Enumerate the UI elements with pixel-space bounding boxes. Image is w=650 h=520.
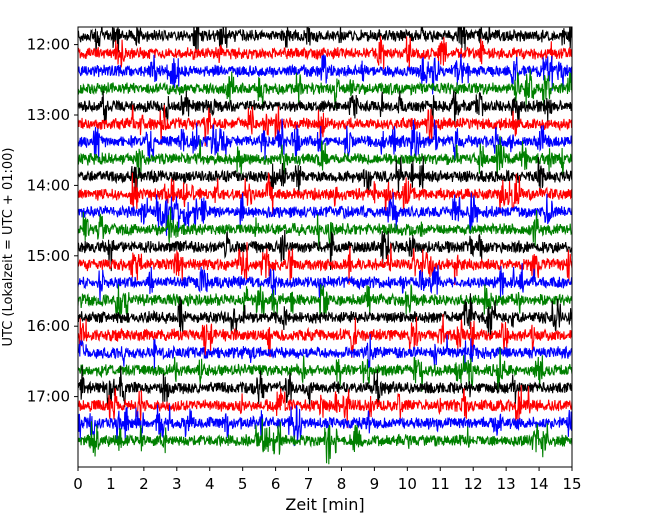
y-axis: 12:00 13:00 14:00 15:00 16:00 17:00 <box>27 36 78 406</box>
trace-line <box>78 333 572 372</box>
x-tick-label: 11 <box>431 475 450 493</box>
x-tick-label: 5 <box>238 475 248 493</box>
trace-line <box>78 418 572 465</box>
x-tick-label: 15 <box>562 475 581 493</box>
x-tick-label: 1 <box>106 475 116 493</box>
x-tick-label: 14 <box>530 475 549 493</box>
plot-frame <box>77 26 573 468</box>
x-tick-label: 3 <box>172 475 182 493</box>
x-axis-label: Zeit [min] <box>285 495 364 514</box>
trace-line <box>78 313 572 358</box>
trace-line <box>78 53 572 95</box>
x-tick-label: 2 <box>139 475 149 493</box>
trace-line <box>78 135 572 179</box>
trace-line <box>78 90 572 127</box>
trace-line <box>78 104 572 147</box>
trace-line <box>78 172 572 215</box>
trace-line <box>78 347 572 392</box>
x-tick-label: 9 <box>370 475 380 493</box>
trace-line <box>78 365 572 409</box>
x-tick-label: 7 <box>304 475 314 493</box>
y-tick-label: 16:00 <box>27 317 70 335</box>
x-tick-label: 0 <box>73 475 83 493</box>
y-tick-label: 14:00 <box>27 176 70 194</box>
trace-line <box>78 262 572 303</box>
y-axis-label: UTC (Lokalzeit = UTC + 01:00) <box>1 148 16 347</box>
y-tick-label: 17:00 <box>27 388 70 406</box>
trace-line <box>78 284 572 323</box>
trace-line <box>78 229 572 272</box>
trace-line <box>78 118 572 163</box>
trace-line <box>78 27 572 56</box>
trace-line <box>78 384 572 429</box>
trace-line <box>78 207 572 252</box>
trace-line <box>78 192 572 236</box>
trace-layer <box>78 27 572 465</box>
y-tick-label: 15:00 <box>27 247 70 265</box>
x-tick-label: 6 <box>271 475 281 493</box>
x-tick-label: 13 <box>497 475 516 493</box>
trace-line <box>78 68 572 111</box>
trace-line <box>78 242 572 286</box>
trace-line <box>78 155 572 196</box>
x-axis: 0 1 2 3 4 5 6 7 8 9 10 11 12 13 14 15 <box>73 467 582 493</box>
y-tick-label: 13:00 <box>27 106 70 124</box>
x-tick-label: 10 <box>398 475 417 493</box>
x-tick-label: 8 <box>337 475 347 493</box>
trace-line <box>78 35 572 71</box>
x-tick-label: 12 <box>464 475 483 493</box>
trace-line <box>78 293 572 340</box>
x-tick-label: 4 <box>205 475 215 493</box>
y-tick-label: 12:00 <box>27 36 70 54</box>
